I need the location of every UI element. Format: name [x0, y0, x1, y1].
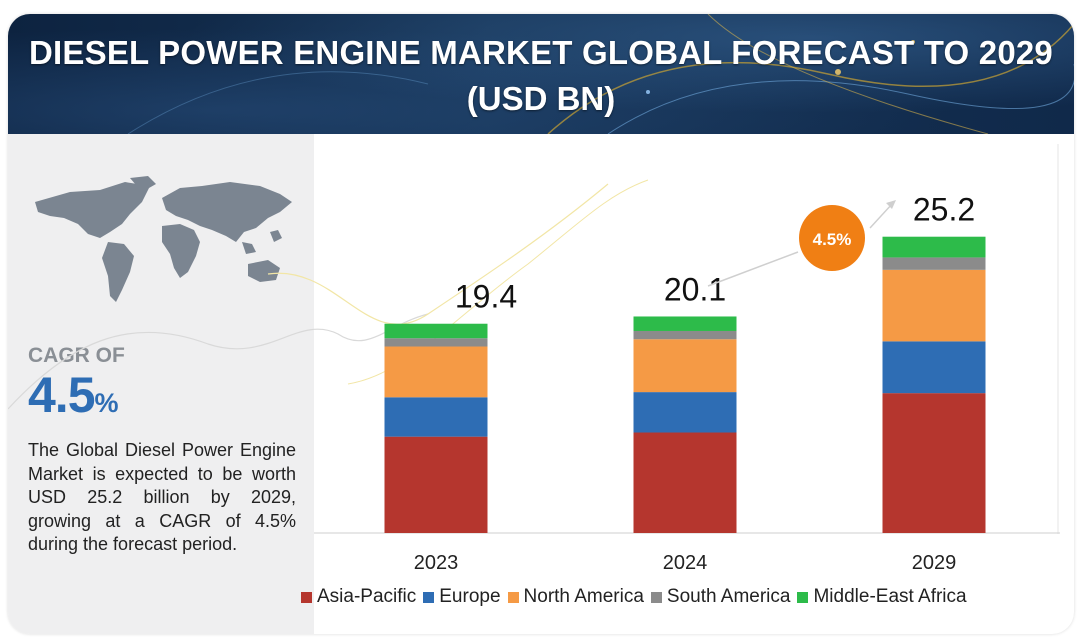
market-summary: The Global Diesel Power Engine Market is…: [28, 440, 296, 555]
title-banner: DIESEL POWER ENGINE MARKET GLOBAL FORECA…: [8, 14, 1074, 134]
legend-label: Middle-East Africa: [813, 586, 967, 607]
growth-arrow-head-line: [869, 203, 893, 229]
growth-badge-circle: [799, 205, 865, 271]
bar-segment-2023-asia-pacific: [384, 436, 488, 533]
legend-item: North America: [507, 586, 644, 608]
bar-total-label: 19.4: [455, 279, 517, 315]
bar-segment-2023-middle-east-africa: [384, 323, 488, 339]
x-tick-label: 2024: [663, 552, 708, 574]
bar-segment-2024-asia-pacific: [633, 432, 737, 533]
bar-segment-2023-south-america: [384, 338, 488, 347]
bar-segment-2024-middle-east-africa: [633, 316, 737, 331]
x-tick-label: 2023: [414, 552, 459, 574]
legend-label: North America: [523, 586, 644, 607]
legend-item: Middle-East Africa: [797, 586, 967, 608]
cagr-number: 4.5: [28, 367, 96, 423]
banner-decoration: [127, 14, 1074, 134]
bar-segment-2023-north-america: [384, 346, 488, 398]
decorative-curves: [8, 144, 1059, 534]
bar-total-label: 25.2: [913, 192, 975, 228]
bar-segment-2024-north-america: [633, 339, 737, 393]
growth-arrow-line: [707, 251, 799, 287]
bar-segment-2024-europe: [633, 392, 737, 433]
bar-segment-2029-asia-pacific: [882, 393, 986, 533]
legend-swatch: [650, 591, 662, 603]
growth-badge-label: 4.5%: [813, 230, 852, 249]
legend-swatch: [507, 591, 519, 603]
chart-subtitle: (USD BN): [466, 80, 616, 117]
bar-segment-2029-south-america: [882, 257, 986, 270]
cagr-unit: %: [94, 388, 119, 418]
stacked-bar-chart: 2023 2024 2029 19.4 20.1 25.2 4.5%: [8, 144, 1060, 574]
legend-swatch: [301, 591, 312, 603]
legend-label: Europe: [439, 586, 501, 607]
legend-item: Asia-Pacific: [301, 586, 416, 608]
legend-label: Asia-Pacific: [317, 586, 417, 607]
legend-item: South America: [650, 586, 791, 608]
growth-indicator: 4.5%: [707, 200, 896, 287]
legend-item: Europe: [423, 586, 501, 608]
x-tick-label: 2029: [912, 552, 957, 574]
cagr-label: CAGR OF: [28, 344, 125, 367]
bar-segment-2029-north-america: [882, 269, 986, 342]
bar-segment-2024-south-america: [633, 330, 737, 340]
world-map-icon: [35, 176, 292, 302]
infographic-card: DIESEL POWER ENGINE MARKET GLOBAL FORECA…: [8, 14, 1074, 634]
arrow-head-icon: [886, 200, 896, 209]
bar-total-label: 20.1: [664, 271, 726, 307]
bar-segment-2029-europe: [882, 341, 986, 394]
bar-segment-2023-europe: [384, 397, 488, 437]
chart-title: DIESEL POWER ENGINE MARKET GLOBAL FORECA…: [29, 34, 1053, 71]
legend-label: South America: [666, 586, 791, 607]
chart-legend: Asia-Pacific Europe North America South Ame…: [301, 586, 974, 608]
cagr-value: 4.5%: [28, 366, 119, 424]
bar-segment-2029-middle-east-africa: [882, 236, 986, 258]
legend-swatch: [423, 591, 435, 603]
legend-swatch: [797, 591, 809, 603]
